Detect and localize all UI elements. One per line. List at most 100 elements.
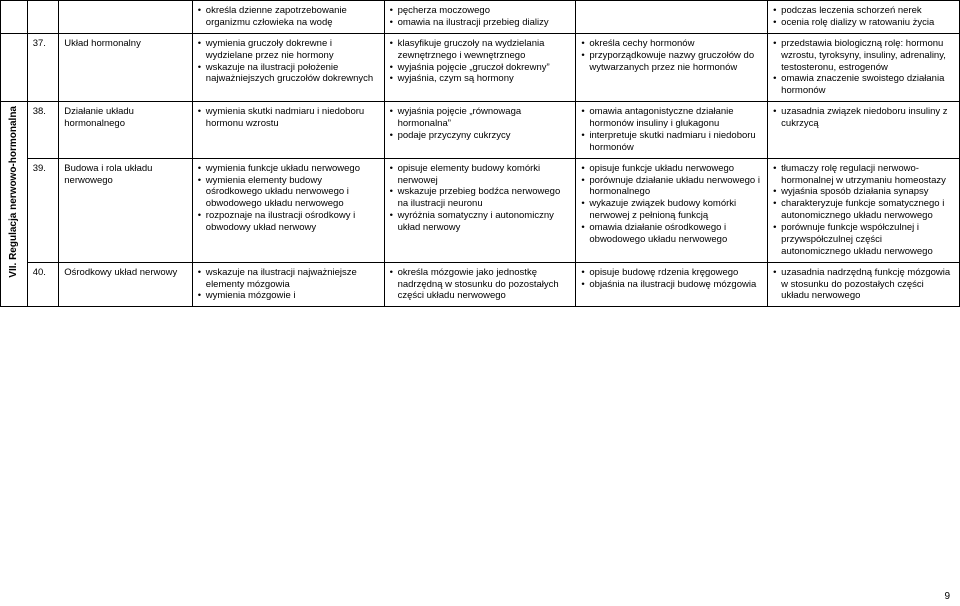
cell-c4: uzasadnia nadrzędną funkcję mózgowia w s…	[768, 262, 960, 307]
cell-c2: pęcherza moczowegoomawia na ilustracji p…	[384, 1, 576, 34]
row-number	[27, 1, 59, 34]
cell-c3	[576, 1, 768, 34]
bullet-list: określa dzienne zapotrzebowanie organizm…	[198, 5, 379, 29]
list-item: wyjaśnia, czym są hormony	[390, 73, 571, 85]
list-item: rozpoznaje na ilustracji ośrodkowy i obw…	[198, 210, 379, 234]
row-topic: Ośrodkowy układ nerwowy	[59, 262, 193, 307]
row-topic: Układ hormonalny	[59, 33, 193, 101]
row-topic	[59, 1, 193, 34]
list-item: wymienia elementy budowy ośrodkowego ukł…	[198, 175, 379, 211]
list-item: wyjaśnia pojęcie „równowaga hormonalna”	[390, 106, 571, 130]
row-number: 37.	[27, 33, 59, 101]
page-number: 9	[944, 591, 950, 602]
list-item: uzasadnia związek niedoboru insuliny z c…	[773, 106, 954, 130]
list-item: ocenia rolę dializy w ratowaniu życia	[773, 17, 954, 29]
cell-c1: określa dzienne zapotrzebowanie organizm…	[192, 1, 384, 34]
bullet-list: uzasadnia związek niedoboru insuliny z c…	[773, 106, 954, 130]
list-item: wyjaśnia sposób działania synapsy	[773, 186, 954, 198]
list-item: określa cechy hormonów	[581, 38, 762, 50]
section-label: VII. Regulacja nerwowo-hormonalna	[8, 106, 21, 278]
list-item: omawia na ilustracji przebieg dializy	[390, 17, 571, 29]
list-item: określa dzienne zapotrzebowanie organizm…	[198, 5, 379, 29]
side-spacer	[1, 1, 28, 34]
list-item: wskazuje na ilustracji położenie najważn…	[198, 62, 379, 86]
curriculum-table: określa dzienne zapotrzebowanie organizm…	[0, 0, 960, 307]
cell-c1: wymienia funkcje układu nerwowegowymieni…	[192, 158, 384, 262]
list-item: wyjaśnia pojęcie „gruczoł dokrewny”	[390, 62, 571, 74]
bullet-list: wymienia skutki nadmiaru i niedoboru hor…	[198, 106, 379, 130]
list-item: pęcherza moczowego	[390, 5, 571, 17]
cell-c2: wyjaśnia pojęcie „równowaga hormonalna”p…	[384, 102, 576, 159]
list-item: wymienia funkcje układu nerwowego	[198, 163, 379, 175]
list-item: przyporządkowuje nazwy gruczołów do wytw…	[581, 50, 762, 74]
cell-c1: wskazuje na ilustracji najważniejsze ele…	[192, 262, 384, 307]
cell-c2: określa mózgowie jako jednostkę nadrzędn…	[384, 262, 576, 307]
list-item: uzasadnia nadrzędną funkcję mózgowia w s…	[773, 267, 954, 303]
table-row: 37.Układ hormonalnywymienia gruczoły dok…	[1, 33, 960, 101]
list-item: wymienia gruczoły dokrewne i wydzielane …	[198, 38, 379, 62]
bullet-list: wskazuje na ilustracji najważniejsze ele…	[198, 267, 379, 303]
list-item: wyróżnia somatyczny i autonomiczny układ…	[390, 210, 571, 234]
list-item: wskazuje przebieg bodźca nerwowego na il…	[390, 186, 571, 210]
bullet-list: przedstawia biologiczną rolę: hormonu wz…	[773, 38, 954, 97]
list-item: tłumaczy rolę regulacji nerwowo-hormonal…	[773, 163, 954, 187]
bullet-list: uzasadnia nadrzędną funkcję mózgowia w s…	[773, 267, 954, 303]
list-item: wymienia skutki nadmiaru i niedoboru hor…	[198, 106, 379, 130]
row-number: 40.	[27, 262, 59, 307]
list-item: opisuje budowę rdzenia kręgowego	[581, 267, 762, 279]
list-item: podczas leczenia schorzeń nerek	[773, 5, 954, 17]
bullet-list: określa cechy hormonówprzyporządkowuje n…	[581, 38, 762, 74]
list-item: wymienia mózgowie i	[198, 290, 379, 302]
cell-c1: wymienia gruczoły dokrewne i wydzielane …	[192, 33, 384, 101]
bullet-list: tłumaczy rolę regulacji nerwowo-hormonal…	[773, 163, 954, 258]
list-item: podaje przyczyny cukrzycy	[390, 130, 571, 142]
row-number: 38.	[27, 102, 59, 159]
table-row: określa dzienne zapotrzebowanie organizm…	[1, 1, 960, 34]
bullet-list: opisuje funkcje układu nerwowegoporównuj…	[581, 163, 762, 246]
bullet-list: wyjaśnia pojęcie „równowaga hormonalna”p…	[390, 106, 571, 142]
table-row: 39.Budowa i rola układu nerwowegowymieni…	[1, 158, 960, 262]
cell-c4: tłumaczy rolę regulacji nerwowo-hormonal…	[768, 158, 960, 262]
bullet-list: opisuje elementy budowy komórki nerwowej…	[390, 163, 571, 234]
row-topic: Budowa i rola układu nerwowego	[59, 158, 193, 262]
table-row: 40.Ośrodkowy układ nerwowywskazuje na il…	[1, 262, 960, 307]
list-item: klasyfikuje gruczoły na wydzielania zewn…	[390, 38, 571, 62]
bullet-list: klasyfikuje gruczoły na wydzielania zewn…	[390, 38, 571, 86]
list-item: objaśnia na ilustracji budowę mózgowia	[581, 279, 762, 291]
list-item: interpretuje skutki nadmiaru i niedoboru…	[581, 130, 762, 154]
bullet-list: podczas leczenia schorzeń nerekocenia ro…	[773, 5, 954, 29]
cell-c3: określa cechy hormonówprzyporządkowuje n…	[576, 33, 768, 101]
bullet-list: pęcherza moczowegoomawia na ilustracji p…	[390, 5, 571, 29]
side-spacer	[1, 33, 28, 101]
list-item: omawia działanie ośrodkowego i obwodoweg…	[581, 222, 762, 246]
bullet-list: wymienia gruczoły dokrewne i wydzielane …	[198, 38, 379, 86]
list-item: opisuje elementy budowy komórki nerwowej	[390, 163, 571, 187]
cell-c4: podczas leczenia schorzeń nerekocenia ro…	[768, 1, 960, 34]
list-item: porównuje działanie układu nerwowego i h…	[581, 175, 762, 199]
row-topic: Działanie układu hormonalnego	[59, 102, 193, 159]
cell-c3: opisuje funkcje układu nerwowegoporównuj…	[576, 158, 768, 262]
cell-c3: omawia antagonistyczne działanie hormonó…	[576, 102, 768, 159]
list-item: porównuje funkcje współczulnej i przywsp…	[773, 222, 954, 258]
cell-c2: klasyfikuje gruczoły na wydzielania zewn…	[384, 33, 576, 101]
list-item: określa mózgowie jako jednostkę nadrzędn…	[390, 267, 571, 303]
row-number: 39.	[27, 158, 59, 262]
bullet-list: określa mózgowie jako jednostkę nadrzędn…	[390, 267, 571, 303]
cell-c1: wymienia skutki nadmiaru i niedoboru hor…	[192, 102, 384, 159]
list-item: wskazuje na ilustracji najważniejsze ele…	[198, 267, 379, 291]
bullet-list: wymienia funkcje układu nerwowegowymieni…	[198, 163, 379, 234]
list-item: omawia znaczenie swoistego działania hor…	[773, 73, 954, 97]
list-item: wykazuje związek budowy komórki nerwowej…	[581, 198, 762, 222]
list-item: opisuje funkcje układu nerwowego	[581, 163, 762, 175]
list-item: przedstawia biologiczną rolę: hormonu wz…	[773, 38, 954, 74]
cell-c3: opisuje budowę rdzenia kręgowegoobjaśnia…	[576, 262, 768, 307]
section-label-cell: VII. Regulacja nerwowo-hormonalna	[1, 102, 28, 307]
cell-c4: uzasadnia związek niedoboru insuliny z c…	[768, 102, 960, 159]
table-row: VII. Regulacja nerwowo-hormonalna38.Dzia…	[1, 102, 960, 159]
list-item: charakteryzuje funkcje somatycznego i au…	[773, 198, 954, 222]
list-item: omawia antagonistyczne działanie hormonó…	[581, 106, 762, 130]
bullet-list: opisuje budowę rdzenia kręgowegoobjaśnia…	[581, 267, 762, 291]
bullet-list: omawia antagonistyczne działanie hormonó…	[581, 106, 762, 154]
cell-c4: przedstawia biologiczną rolę: hormonu wz…	[768, 33, 960, 101]
cell-c2: opisuje elementy budowy komórki nerwowej…	[384, 158, 576, 262]
